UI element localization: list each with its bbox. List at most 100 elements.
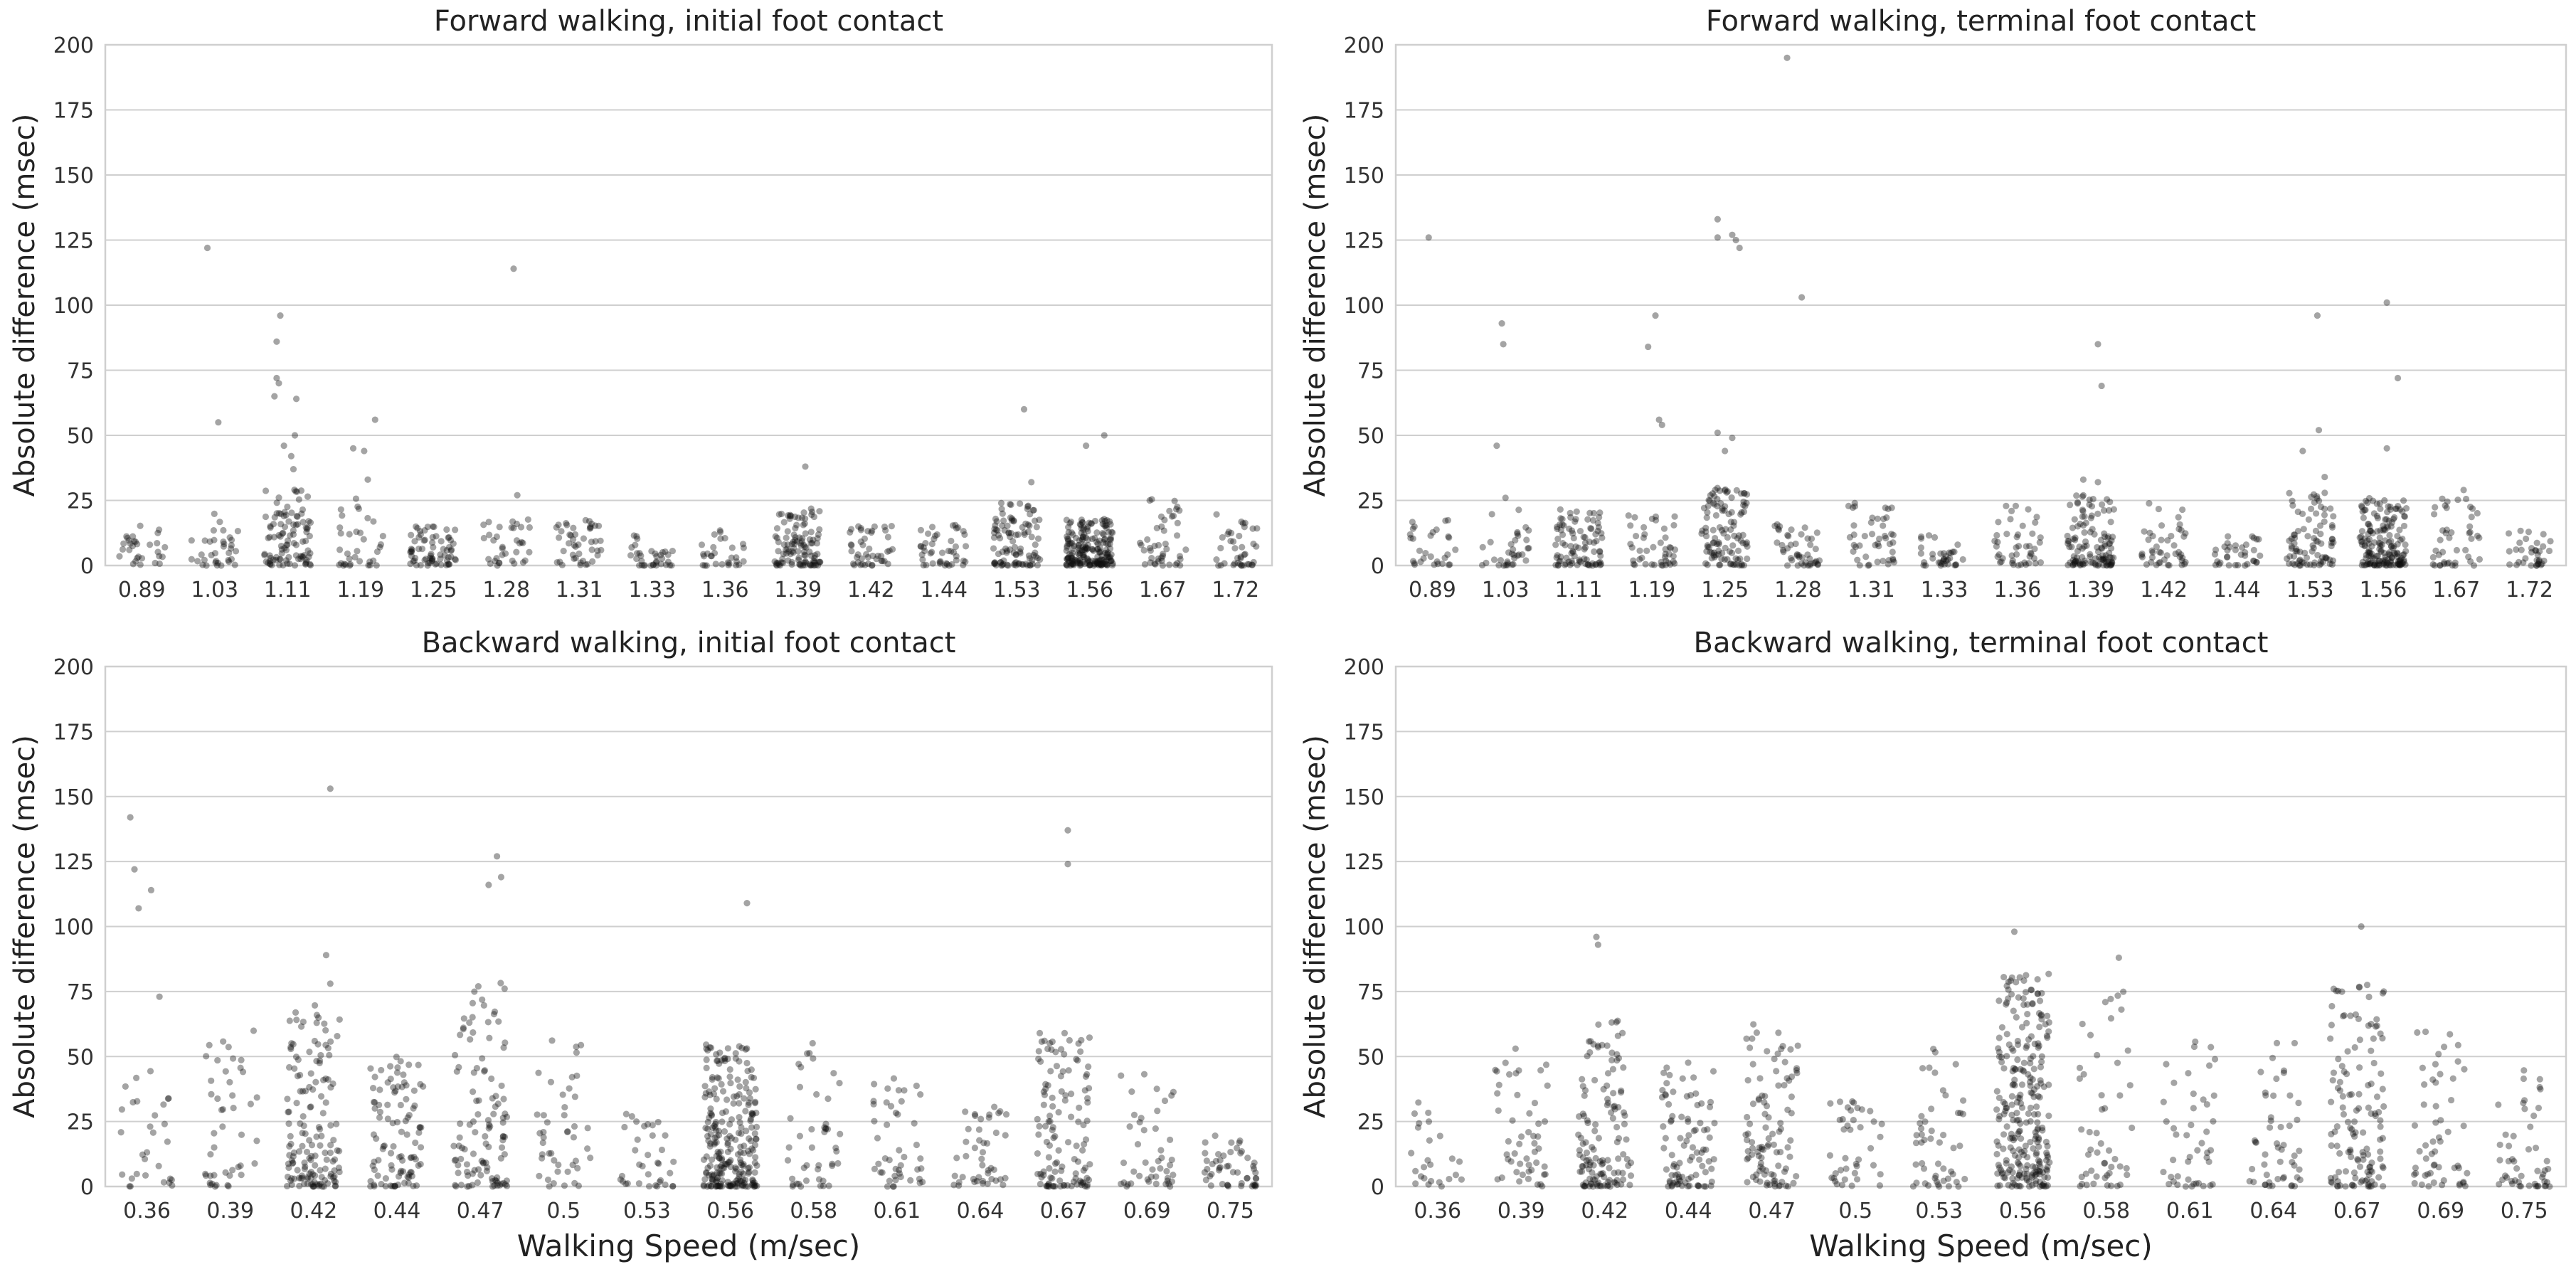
- data-point: [511, 560, 518, 567]
- data-point: [1801, 524, 1808, 531]
- data-point: [2204, 1149, 2211, 1157]
- data-point: [1756, 1075, 1764, 1082]
- data-point: [1064, 533, 1071, 540]
- data-point: [1650, 543, 1657, 551]
- data-point: [2190, 1105, 2197, 1112]
- data-point: [450, 1142, 457, 1150]
- data-point: [951, 1172, 958, 1179]
- data-point: [816, 526, 823, 533]
- data-point: [1076, 547, 1083, 554]
- data-point: [2269, 1054, 2276, 1061]
- data-point: [971, 1110, 978, 1118]
- data-point: [2361, 541, 2368, 549]
- data-point: [1166, 1162, 1174, 1169]
- data-point: [1158, 554, 1165, 561]
- data-point: [508, 524, 515, 531]
- data-point: [721, 535, 728, 542]
- data-point: [566, 531, 573, 538]
- data-point: [807, 552, 815, 559]
- data-point: [1094, 553, 1101, 561]
- data-point: [2028, 987, 2035, 994]
- data-point: [1253, 543, 1260, 550]
- data-point: [1081, 561, 1088, 568]
- x-tick-label: 1.39: [2067, 578, 2114, 603]
- data-point: [321, 1020, 328, 1027]
- data-point: [1995, 1162, 2002, 1169]
- data-point: [917, 543, 924, 550]
- data-point: [1522, 524, 1530, 531]
- data-point: [921, 547, 928, 555]
- data-point: [589, 558, 596, 565]
- data-point: [699, 551, 707, 558]
- data-point: [403, 1095, 410, 1103]
- data-point: [294, 513, 301, 521]
- data-point: [1050, 1135, 1057, 1142]
- data-point: [2311, 499, 2318, 506]
- data-point: [701, 562, 709, 569]
- data-point: [558, 561, 566, 568]
- data-point: [1611, 1169, 1618, 1177]
- data-point: [297, 1120, 304, 1127]
- y-tick-label: 150: [1344, 164, 1384, 189]
- data-point: [1641, 524, 1648, 531]
- data-point: [2027, 1118, 2034, 1125]
- data-point-outlier: [371, 416, 378, 423]
- data-point: [1918, 1113, 1925, 1120]
- data-point: [857, 525, 864, 532]
- data-point: [2244, 561, 2251, 568]
- data-point: [991, 525, 998, 533]
- data-point: [1699, 527, 1706, 534]
- data-point: [871, 1081, 878, 1088]
- data-point-outlier: [1064, 861, 1071, 868]
- data-point: [816, 508, 823, 515]
- data-point: [299, 506, 307, 514]
- data-point: [1993, 1150, 2000, 1158]
- data-point: [1680, 1142, 1687, 1149]
- data-point: [1559, 521, 1566, 529]
- data-point: [134, 553, 142, 561]
- data-point: [2545, 547, 2553, 555]
- data-point: [526, 524, 534, 531]
- data-point: [2116, 1163, 2124, 1170]
- x-tick-label: 1.03: [1482, 578, 1530, 603]
- data-point: [1950, 1145, 1957, 1152]
- data-point: [993, 518, 1000, 525]
- data-point: [1511, 555, 1518, 562]
- data-point: [291, 562, 299, 569]
- data-point: [311, 1002, 319, 1009]
- data-point: [2437, 536, 2444, 543]
- data-point: [719, 1170, 726, 1177]
- data-point: [1083, 1071, 1091, 1078]
- data-point: [2429, 553, 2437, 561]
- data-point: [784, 528, 791, 535]
- data-point: [2547, 538, 2554, 545]
- y-tick-label: 200: [1344, 33, 1384, 58]
- data-point: [2455, 1164, 2463, 1172]
- data-point: [1091, 561, 1098, 568]
- data-point: [1762, 1167, 1770, 1174]
- data-point: [1082, 534, 1090, 541]
- data-point: [1784, 545, 1791, 552]
- data-point: [1554, 562, 1562, 569]
- data-point: [1412, 1167, 1419, 1174]
- data-point: [2083, 1182, 2090, 1189]
- data-point: [2350, 1118, 2358, 1125]
- data-point: [1592, 561, 1599, 568]
- data-point: [1507, 541, 1515, 548]
- data-point: [779, 556, 786, 563]
- data-point: [1146, 497, 1153, 504]
- data-point: [558, 528, 565, 535]
- data-point: [1954, 1109, 1962, 1117]
- data-point: [1535, 1133, 1542, 1140]
- data-point: [733, 558, 741, 566]
- data-point: [1084, 541, 1092, 548]
- data-point: [1583, 1157, 1590, 1164]
- data-point: [1995, 1094, 2003, 1102]
- data-point: [1160, 527, 1167, 534]
- data-point: [991, 1103, 998, 1110]
- data-point: [992, 515, 1000, 523]
- data-point: [1075, 544, 1082, 551]
- data-point: [1012, 562, 1019, 569]
- data-point: [1568, 550, 1575, 557]
- data-point: [1728, 494, 1735, 501]
